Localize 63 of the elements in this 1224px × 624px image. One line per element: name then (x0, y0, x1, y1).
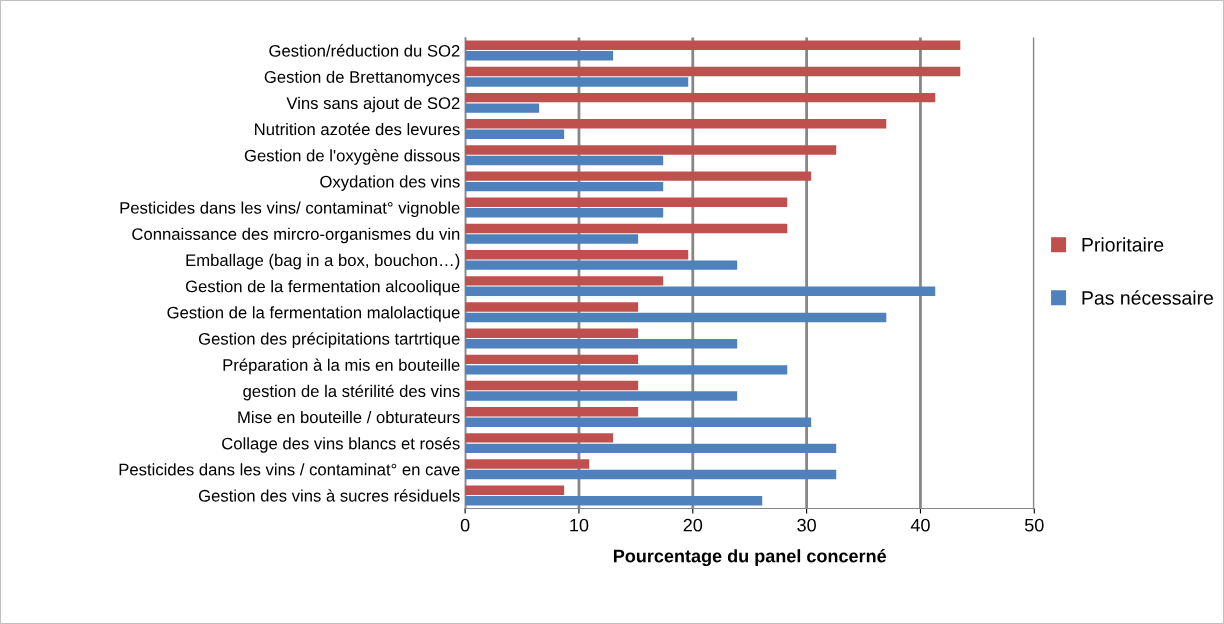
bar (465, 417, 812, 427)
y-tick-label: Gestion de la fermentation alcoolique (185, 280, 460, 296)
y-tick-label: Gestion de l'oxygène dissous (244, 149, 460, 165)
bar (465, 197, 788, 208)
bar (465, 155, 664, 166)
bar (465, 276, 664, 286)
x-tick-label: 10 (570, 518, 589, 532)
bar (465, 407, 639, 417)
x-axis-title: Pourcentage du panel concerné (613, 549, 887, 567)
bar (465, 249, 689, 260)
y-tick-label: Gestion/réduction du SO2 (269, 44, 460, 57)
bar (465, 485, 565, 495)
bar (465, 129, 565, 139)
bar (465, 312, 887, 323)
bar (465, 302, 639, 312)
y-tick-label: Emballage (bag in a box, bouchon…) (186, 253, 460, 270)
y-tick-label: Préparation à la mis en bouteille (223, 358, 460, 375)
bar (465, 40, 961, 50)
bar (465, 496, 763, 506)
bar (465, 171, 812, 181)
y-tick-label: Gestion de Brettanomyces (264, 70, 460, 87)
bar (465, 181, 664, 192)
x-tick-label: 50 (1024, 518, 1044, 532)
x-tick-label: 20 (683, 518, 703, 532)
y-tick-label: Mise en bouteille / obturateurs (238, 410, 460, 424)
bar (465, 328, 639, 338)
bar (465, 354, 639, 365)
bar (465, 380, 639, 391)
bar (465, 51, 614, 61)
bar (465, 433, 614, 443)
legend-label: Pas nécessaire (1082, 290, 1214, 305)
y-tick-label: Nutrition azotée des levures (255, 122, 460, 136)
bar (465, 286, 936, 297)
bar (465, 459, 590, 469)
x-tick-label: 0 (460, 518, 470, 532)
legend-label: Prioritaire (1082, 237, 1164, 252)
x-tick-label: 30 (797, 518, 816, 532)
y-tick-label: Connaissance des mircro-organismes du vin (132, 227, 460, 244)
y-tick-label: Gestion des précipitations tartrtique (198, 332, 460, 349)
y-tick-label: gestion de la stérilité des vins (243, 384, 460, 401)
bar (465, 103, 540, 113)
x-tick-label: 40 (910, 518, 930, 532)
bar (465, 469, 837, 480)
y-tick-label: Vins sans ajout de SO2 (286, 96, 460, 113)
bar (465, 223, 788, 234)
y-tick-label: Gestion des vins à sucres résiduels (198, 489, 460, 502)
y-tick-label: Pesticides dans les vins / contaminat° en cave (119, 463, 460, 476)
bar (465, 119, 887, 129)
bar (465, 92, 936, 103)
bar (465, 260, 738, 270)
bar (465, 145, 837, 155)
y-tick-label: Collage des vins blancs et rosés (222, 436, 460, 453)
bar (465, 208, 664, 218)
bar (465, 66, 961, 77)
y-tick-label: Oxydation des vins (320, 175, 460, 191)
y-tick-label: Gestion de la fermentation malolactique (167, 306, 460, 322)
bar (465, 77, 689, 87)
bar (465, 391, 738, 401)
bar (465, 234, 639, 244)
y-tick-label: Pesticides dans les vins/ contaminat° vignoble (120, 201, 460, 218)
bar (465, 443, 837, 454)
bar (465, 365, 788, 375)
bar (465, 338, 738, 349)
